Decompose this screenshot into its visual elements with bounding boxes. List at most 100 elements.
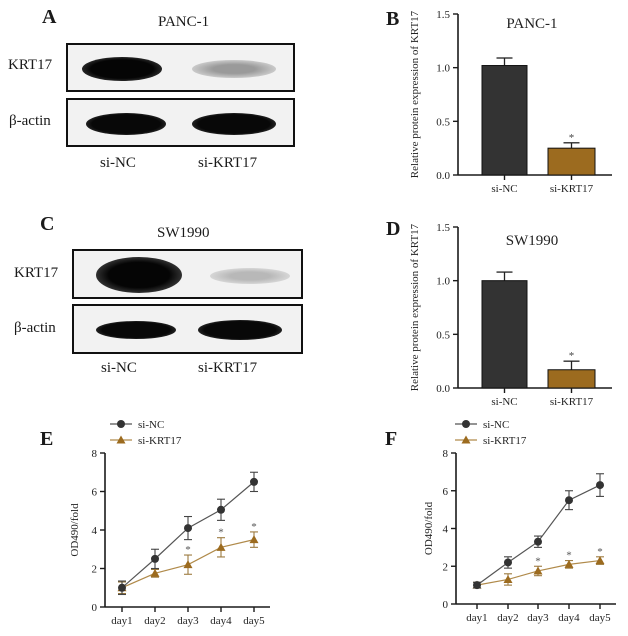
significance-marker: * <box>218 527 224 539</box>
y-tick-label: 2 <box>443 561 449 573</box>
significance-marker: * <box>185 544 191 556</box>
y-tick-label: 0 <box>92 602 98 614</box>
y-axis-label: OD490/fold <box>423 501 435 555</box>
legend-label: si-NC <box>138 419 164 431</box>
y-tick-label: 2 <box>92 564 98 576</box>
data-point <box>184 524 192 533</box>
x-tick-label: day4 <box>558 612 580 624</box>
x-tick-label: day3 <box>527 612 549 624</box>
legend-marker-triangle <box>461 435 471 444</box>
significance-marker: * <box>535 555 541 567</box>
significance-marker: * <box>569 350 575 362</box>
blot-row-label-krt17-c: KRT17 <box>14 265 59 281</box>
y-tick-label: 1.0 <box>436 63 450 75</box>
x-tick-label: day2 <box>497 612 518 624</box>
y-tick-label: 1.0 <box>436 276 450 288</box>
legend-label: si-NC <box>483 419 509 431</box>
data-point <box>183 560 193 569</box>
y-tick-label: 8 <box>443 448 449 460</box>
y-tick-label: 1.5 <box>436 9 450 21</box>
y-axis-label: Relative protein expression of KRT17 <box>409 223 421 391</box>
lane-label-sikrt17-a: si-KRT17 <box>198 155 258 171</box>
data-point <box>250 477 258 486</box>
significance-marker: * <box>569 132 575 144</box>
y-tick-label: 6 <box>92 487 98 499</box>
x-tick-label: day4 <box>210 615 232 627</box>
data-point <box>503 574 513 583</box>
legend-label: si-KRT17 <box>483 435 527 447</box>
data-point <box>596 481 604 490</box>
y-tick-label: 8 <box>92 448 98 460</box>
x-tick-label: si-NC <box>491 396 517 408</box>
significance-marker: * <box>251 521 257 533</box>
data-point <box>216 542 226 551</box>
blot-row-label-krt17-a: KRT17 <box>8 57 53 73</box>
data-point <box>565 496 573 505</box>
legend-marker-triangle <box>116 435 126 444</box>
panel-letter-d: D <box>386 218 401 240</box>
data-point <box>595 556 605 565</box>
y-tick-label: 0.0 <box>436 383 450 395</box>
chart-title: PANC-1 <box>506 16 557 32</box>
x-tick-label: day1 <box>111 615 132 627</box>
blot-row-label-actin-c: β-actin <box>14 320 56 336</box>
western-blot-krt17-a <box>66 43 295 92</box>
x-tick-label: si-KRT17 <box>550 396 594 408</box>
lane-label-sinc-c: si-NC <box>101 360 137 376</box>
x-tick-label: si-NC <box>491 183 517 195</box>
y-tick-label: 0.0 <box>436 170 450 182</box>
panel-letter-b: B <box>386 8 400 30</box>
y-tick-label: 6 <box>443 486 449 498</box>
data-point <box>151 554 159 563</box>
y-tick-label: 4 <box>92 525 98 537</box>
y-tick-label: 0.5 <box>436 116 450 128</box>
chart-title: SW1990 <box>506 233 559 249</box>
data-point <box>118 583 126 592</box>
lane-label-sikrt17-c: si-KRT17 <box>198 360 258 376</box>
data-point <box>473 581 481 590</box>
chart-B: 0.0 0.5 1.0 1.5 Relative protein expression … <box>409 9 612 195</box>
legend: si-NC si-KRT17 <box>455 419 527 447</box>
legend-marker-circle <box>462 420 470 428</box>
data-point <box>150 568 160 577</box>
panel-letter-c: C <box>40 213 55 235</box>
y-axis-label: Relative protein expression of KRT17 <box>409 10 421 178</box>
panel-letter-f: F <box>385 428 398 450</box>
chart-E: 0 2 4 6 8 OD490/fold day1 day2 day3 day4 day5 * * * si… <box>69 419 270 627</box>
data-point <box>564 559 574 568</box>
x-tick-label: si-KRT17 <box>550 183 594 195</box>
y-tick-label: 4 <box>443 524 449 536</box>
x-tick-label: day5 <box>589 612 611 624</box>
data-point <box>249 535 259 544</box>
x-tick-label: day5 <box>243 615 265 627</box>
data-point <box>533 566 543 575</box>
x-tick-label: day3 <box>177 615 199 627</box>
chart-F: 0 2 4 6 8 OD490/fold day1 day2 day3 day4 day5 * * * si… <box>423 419 616 624</box>
chart-D: 0.0 0.5 1.0 1.5 Relative protein expression … <box>409 222 612 408</box>
bar-si-KRT17 <box>547 369 596 389</box>
bar-si-KRT17 <box>547 147 596 176</box>
bar-si-NC <box>481 65 528 176</box>
western-blot-actin-c <box>72 304 303 354</box>
data-point <box>504 558 512 567</box>
blot-row-label-actin-a: β-actin <box>9 113 51 129</box>
lane-label-sinc-a: si-NC <box>100 155 136 171</box>
western-blot-krt17-c <box>72 249 303 299</box>
blot-title-a: PANC-1 <box>158 14 210 30</box>
x-tick-label: day2 <box>144 615 165 627</box>
data-point <box>534 537 542 546</box>
x-tick-label: day1 <box>466 612 487 624</box>
legend: si-NC si-KRT17 <box>110 419 182 447</box>
panel-letter-e: E <box>40 428 54 450</box>
y-axis-label: OD490/fold <box>69 503 81 557</box>
bar-si-NC <box>481 280 528 389</box>
blot-title-c: SW1990 <box>157 225 210 241</box>
western-blot-actin-a <box>66 98 295 147</box>
legend-marker-circle <box>117 420 125 428</box>
panel-letter-a: A <box>42 6 57 28</box>
y-tick-label: 0 <box>443 599 449 611</box>
significance-marker: * <box>566 550 572 562</box>
y-tick-label: 1.5 <box>436 222 450 234</box>
legend-label: si-KRT17 <box>138 435 182 447</box>
